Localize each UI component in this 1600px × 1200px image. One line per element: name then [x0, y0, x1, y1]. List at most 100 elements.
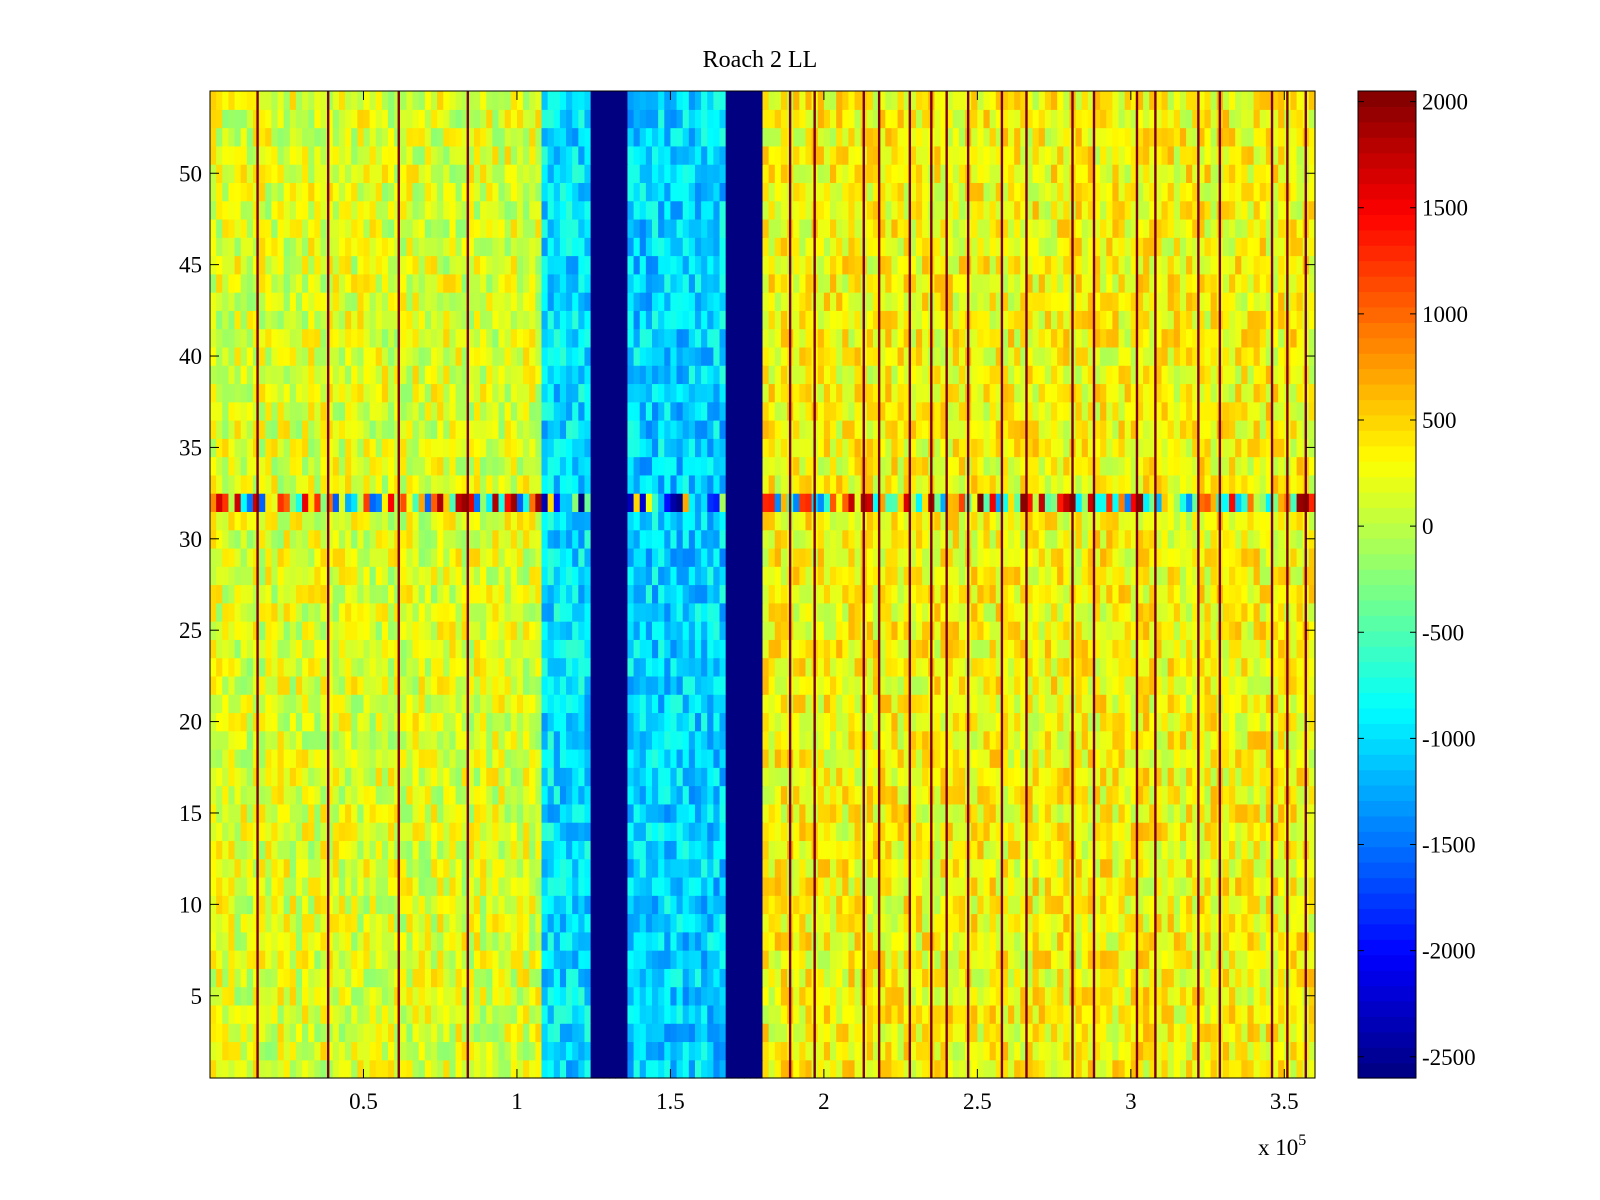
heatmap-cell — [363, 858, 371, 878]
heatmap-cell — [246, 1004, 254, 1024]
heatmap-cell — [830, 803, 837, 823]
heatmap-cell — [1161, 1059, 1169, 1079]
heatmap-cell — [424, 749, 432, 768]
heatmap-cell — [682, 913, 690, 933]
heatmap-cell — [578, 986, 586, 1006]
heatmap-cell — [504, 1059, 512, 1079]
heatmap-cell — [731, 785, 739, 805]
heatmap-cell — [701, 1041, 708, 1061]
heatmap-cell — [516, 1041, 524, 1061]
heatmap-cell — [1247, 584, 1255, 604]
heatmap-cell — [320, 785, 328, 805]
heatmap-cell — [664, 931, 672, 951]
heatmap-cell — [1087, 913, 1095, 933]
heatmap-cell — [418, 1059, 426, 1079]
heatmap-cell — [842, 712, 850, 732]
heatmap-cell — [1186, 913, 1193, 933]
heatmap-cell — [1057, 584, 1064, 604]
heatmap-cell — [461, 566, 469, 586]
heatmap-cell — [1143, 749, 1150, 768]
heatmap-cell — [762, 840, 770, 860]
heatmap-cell — [369, 1059, 377, 1079]
heatmap-cell — [817, 1059, 825, 1079]
heatmap-cell — [492, 1041, 500, 1061]
heatmap-cell — [1094, 694, 1101, 714]
heatmap-cell — [1106, 803, 1114, 823]
heatmap-cell — [486, 968, 493, 988]
heatmap-cell — [357, 785, 365, 805]
heatmap-cell — [621, 968, 629, 988]
heatmap-cell — [713, 858, 721, 878]
heatmap-cell — [1112, 1004, 1120, 1024]
heatmap-cell — [971, 602, 978, 622]
heatmap-cell — [449, 657, 457, 677]
heatmap-cell — [1149, 1041, 1156, 1061]
heatmap-cell — [596, 822, 604, 841]
heatmap-cell — [443, 639, 451, 659]
heatmap-cell — [1044, 602, 1052, 622]
heatmap-cell — [424, 895, 432, 915]
heatmap-cell — [615, 840, 622, 860]
heatmap-cell — [418, 657, 426, 677]
heatmap-cell — [277, 639, 285, 659]
heatmap-cell — [762, 968, 770, 988]
heatmap-cell — [584, 657, 592, 677]
heatmap-cell — [584, 840, 592, 860]
heatmap-cell — [1124, 767, 1132, 787]
heatmap-cell — [670, 767, 678, 787]
heatmap-cell — [394, 1023, 401, 1043]
heatmap-cell — [431, 566, 438, 586]
heatmap-cell — [866, 950, 874, 969]
heatmap-cell — [952, 950, 960, 969]
heatmap-cell — [424, 712, 432, 732]
heatmap-cell — [388, 712, 395, 732]
heatmap-cell — [670, 694, 678, 714]
heatmap-cell — [523, 767, 530, 787]
heatmap-cell — [1210, 785, 1218, 805]
heatmap-cell — [516, 694, 524, 714]
heatmap-cell — [768, 730, 776, 750]
heatmap-cell — [1075, 986, 1083, 1006]
heatmap-cell — [682, 639, 690, 659]
heatmap-cell — [1290, 858, 1298, 878]
heatmap-cell — [633, 876, 641, 896]
heatmap-cell — [977, 840, 985, 860]
heatmap-cell — [1038, 950, 1046, 969]
heatmap-cell — [406, 968, 414, 988]
heatmap-cell — [885, 1059, 893, 1079]
heatmap-cell — [1198, 1004, 1206, 1024]
heatmap-cell — [774, 785, 782, 805]
heatmap-cell — [295, 712, 303, 732]
heatmap-cell — [1026, 931, 1034, 951]
heatmap-cell — [1186, 876, 1193, 896]
heatmap-cell — [566, 694, 573, 714]
heatmap-cell — [222, 621, 230, 640]
heatmap-cell — [431, 639, 438, 659]
heatmap-cell — [823, 1059, 831, 1079]
heatmap-cell — [529, 602, 536, 622]
heatmap-cell — [443, 1041, 451, 1061]
heatmap-cell — [1186, 1041, 1193, 1061]
heatmap-cell — [418, 876, 426, 896]
heatmap-cell — [731, 712, 739, 732]
heatmap-cell — [639, 712, 647, 732]
heatmap-cell — [1044, 950, 1052, 969]
heatmap-cell — [210, 566, 217, 586]
heatmap-cell — [873, 657, 880, 677]
heatmap-cell — [320, 1059, 328, 1079]
heatmap-cell — [1204, 913, 1212, 933]
heatmap-cell — [891, 1023, 899, 1043]
heatmap-cell — [1173, 584, 1181, 604]
heatmap-cell — [357, 822, 365, 841]
heatmap-cell — [492, 566, 500, 586]
heatmap-cell — [1253, 621, 1261, 640]
heatmap-cell — [326, 876, 334, 896]
heatmap-cell — [676, 566, 684, 586]
heatmap-cell — [332, 1023, 340, 1043]
heatmap-cell — [449, 1059, 457, 1079]
heatmap-cell — [1247, 968, 1255, 988]
heatmap-cell — [1001, 895, 1009, 915]
heatmap-cell — [1235, 675, 1242, 695]
heatmap-cell — [1253, 840, 1261, 860]
heatmap-cell — [357, 675, 365, 695]
